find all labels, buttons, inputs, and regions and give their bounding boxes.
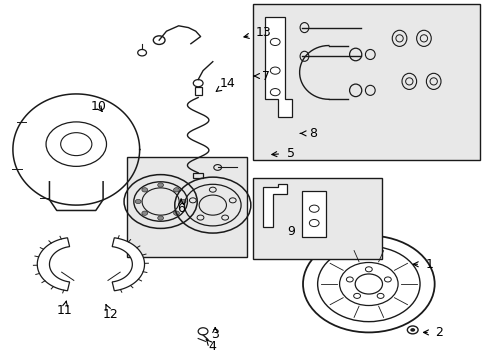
- Bar: [127, 157, 246, 257]
- Polygon shape: [263, 184, 287, 226]
- Circle shape: [142, 188, 147, 192]
- Text: 9: 9: [286, 225, 294, 238]
- Circle shape: [142, 211, 147, 215]
- Text: 10: 10: [90, 100, 106, 113]
- Polygon shape: [37, 238, 69, 291]
- Polygon shape: [302, 191, 326, 237]
- Bar: [193, 173, 203, 178]
- Text: 13: 13: [244, 27, 271, 40]
- Circle shape: [409, 328, 414, 332]
- Text: 11: 11: [56, 301, 72, 318]
- Circle shape: [158, 216, 163, 220]
- Circle shape: [173, 188, 179, 192]
- Polygon shape: [265, 17, 292, 117]
- Text: 12: 12: [102, 305, 118, 321]
- Circle shape: [135, 199, 141, 204]
- Text: 7: 7: [253, 69, 270, 82]
- Text: 3: 3: [211, 328, 219, 341]
- Bar: [253, 178, 382, 259]
- Text: 8: 8: [300, 127, 316, 140]
- Text: 14: 14: [216, 77, 235, 91]
- Circle shape: [173, 211, 179, 215]
- Circle shape: [158, 183, 163, 187]
- Text: 1: 1: [412, 258, 433, 271]
- Bar: [253, 4, 479, 160]
- Text: 2: 2: [423, 326, 443, 339]
- Text: 4: 4: [205, 339, 216, 353]
- Circle shape: [180, 199, 185, 204]
- Text: 5: 5: [271, 147, 294, 159]
- Polygon shape: [112, 238, 144, 291]
- Text: 6: 6: [177, 199, 184, 215]
- Bar: [194, 87, 201, 95]
